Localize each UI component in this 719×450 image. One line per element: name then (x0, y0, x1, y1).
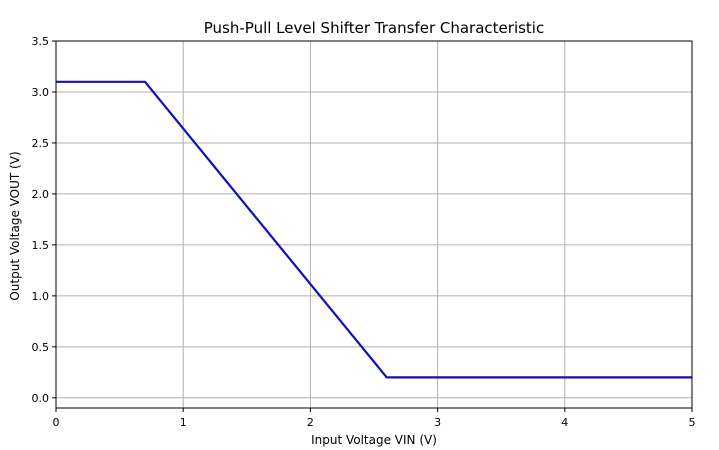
y-tick-label: 2.0 (32, 188, 50, 201)
y-axis-label: Output Voltage VOUT (V) (8, 151, 22, 300)
series-layer (56, 80, 692, 379)
x-tick-label: 1 (180, 416, 187, 429)
y-tick-label: 1.5 (32, 239, 50, 252)
x-tick-label: 2 (307, 416, 314, 429)
plot-frame (55, 40, 693, 409)
y-tick-label: 1.0 (32, 290, 50, 303)
series-line (56, 80, 692, 379)
x-tick-label: 4 (561, 416, 568, 429)
chart-title: Push-Pull Level Shifter Transfer Charact… (204, 19, 544, 37)
grid-lines (55, 40, 693, 408)
y-tick-label: 0.5 (32, 341, 50, 354)
x-tick-label: 3 (434, 416, 441, 429)
x-tick-label: 0 (53, 416, 60, 429)
y-tick-label: 3.0 (32, 86, 50, 99)
y-tick-label: 0.0 (32, 392, 50, 405)
y-tick-label: 2.5 (32, 137, 50, 150)
x-axis-label: Input Voltage VIN (V) (311, 433, 437, 447)
x-tick-label: 5 (689, 416, 696, 429)
y-tick-label: 3.5 (32, 35, 50, 48)
axis-ticks: 0 1 2 3 4 5 0.0 0.5 1.0 1.5 2.0 2.5 3.0 3.5 (32, 35, 696, 429)
